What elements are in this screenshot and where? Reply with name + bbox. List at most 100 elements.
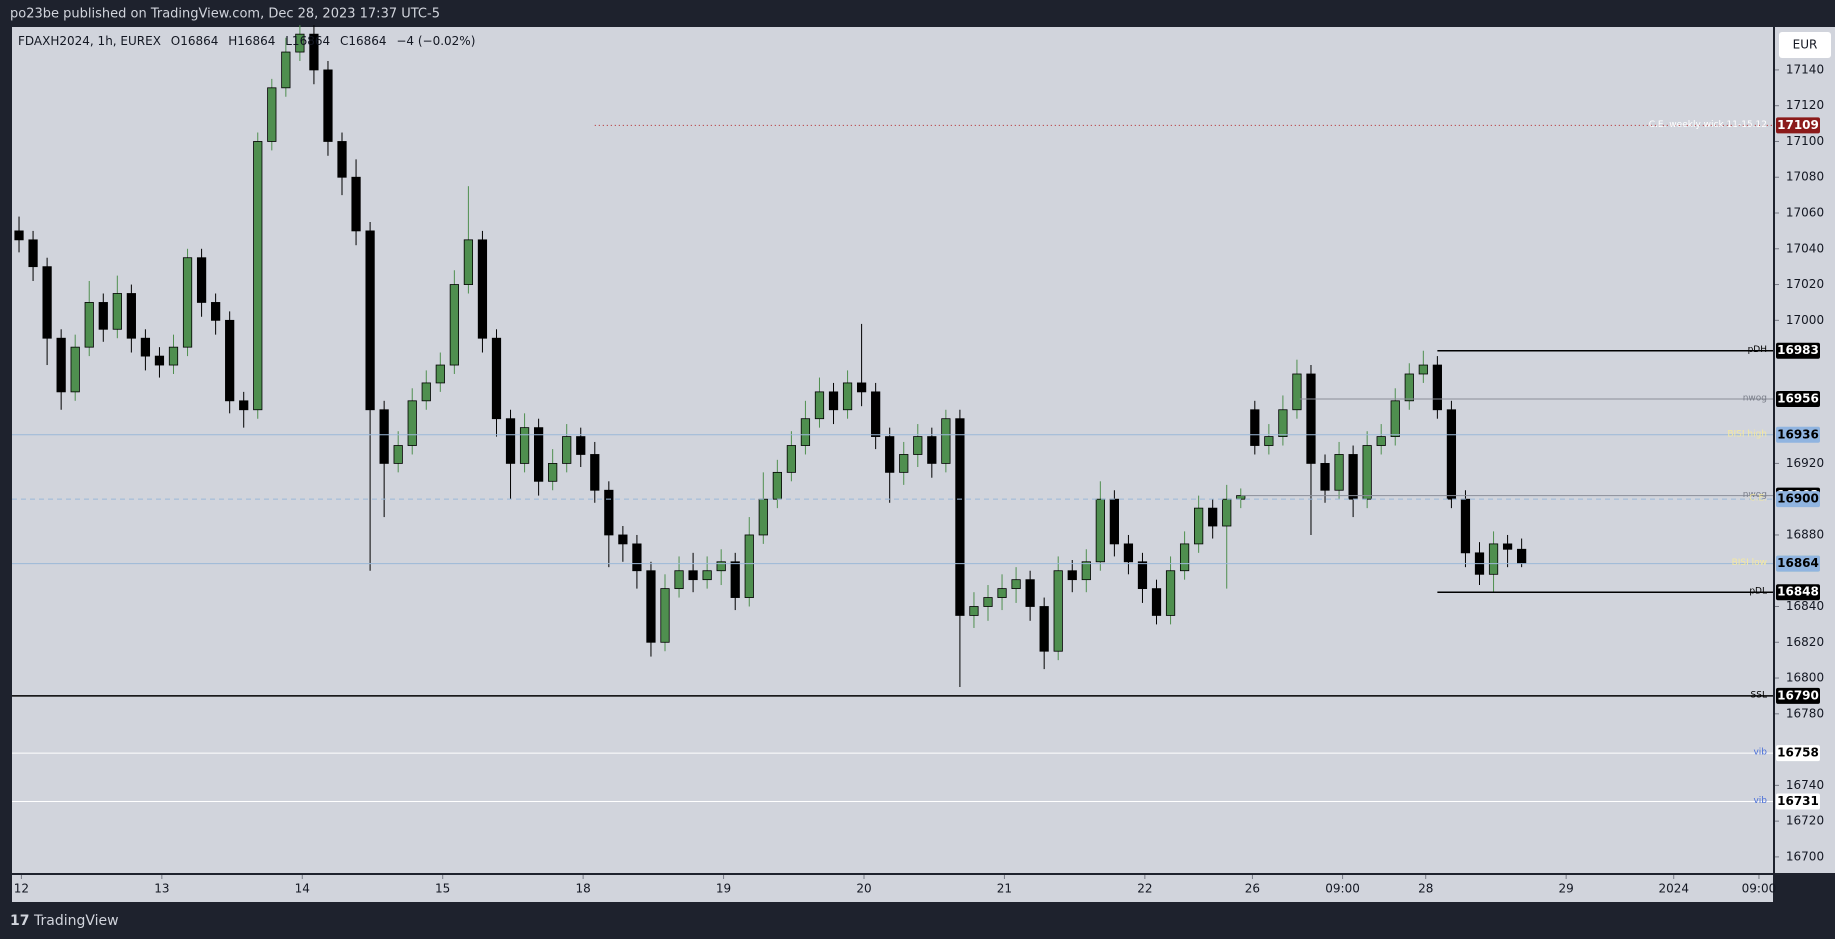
candle-body [1137,561,1148,590]
candle-body [168,346,179,366]
candle-body [1362,445,1372,500]
candle-body [1488,543,1499,575]
candle-body [1222,498,1232,527]
level-label: nwog [1743,394,1767,404]
candle-body [211,302,221,321]
candle-body [1123,543,1134,563]
x-tick-label: 20 [856,882,871,896]
candle-body [1025,579,1035,607]
candle-body [1390,400,1400,437]
price-axis [1775,27,1835,873]
candle-body [309,33,319,71]
candle-body [1306,373,1316,464]
x-tick-label: 15 [435,882,450,896]
price-box [1776,342,1820,359]
candle-body [1264,436,1274,446]
candle-body [842,382,853,411]
candle-body [196,257,207,303]
candle-body [42,266,52,339]
candle-body [1208,507,1218,527]
candle-body [182,257,193,348]
candle-body [941,418,951,464]
y-tick-label: 17140 [1786,62,1824,76]
candle-body [351,176,361,232]
x-tick-label: 12 [14,882,29,896]
candle-body [1446,409,1457,500]
price-box [1776,391,1820,408]
price-box [1776,687,1820,704]
candle-body [871,391,881,437]
y-tick-label: 16800 [1786,671,1824,685]
candle-body [112,293,122,330]
y-tick-label: 16740 [1786,778,1824,792]
candle-body [295,33,305,53]
candle-body [716,561,726,572]
candle-body [1460,498,1471,554]
candle-body [477,239,488,339]
candle-body [856,382,867,393]
candle-body [758,498,768,536]
currency[interactable]: EUR [1793,38,1818,52]
price-box [1776,745,1820,762]
candle-body [969,606,979,616]
level-label: C.E. [1749,494,1767,504]
currency-box[interactable] [1779,32,1831,58]
candle-body [154,355,165,366]
candle-body [84,302,94,348]
y-tick-label: 16820 [1786,635,1824,649]
price-box-label: 16983 [1777,343,1819,357]
candle-body [1502,543,1513,550]
candle-body [1432,364,1442,411]
candle-body [1376,436,1386,446]
candle-body [562,436,572,464]
candle-body [140,337,151,357]
y-tick-label: 17040 [1786,241,1824,255]
logo-mark: 𝟭𝟳 [10,913,29,929]
candle-body [674,570,684,590]
candle-body [814,391,825,420]
candle-body [1179,543,1190,572]
legend: FDAXH2024, 1h, EUREX O16864 H16864 L1686… [18,34,475,48]
y-tick-label: 16780 [1786,706,1824,720]
candle-body [463,239,474,285]
x-tick-label: 14 [295,882,310,896]
candle-body [379,409,389,464]
candle-body [955,418,965,616]
y-tick-label: 16840 [1786,599,1824,613]
candle-body [1404,373,1414,402]
price-box [1776,555,1820,572]
price-box [1776,584,1820,601]
price-box-label: 17109 [1777,118,1819,132]
candle-body [702,570,712,581]
candle-body [590,454,600,491]
candle-body [885,436,895,473]
level-label: C.E. weekly wick 11-15.12 [1649,120,1767,130]
candle-body [1320,463,1330,491]
candle-body [1292,373,1302,411]
publish-header: po23be published on TradingView.com, Dec… [10,7,440,22]
candle-body [56,337,66,393]
candle-body [1517,548,1527,564]
candle-body [899,454,909,473]
candle-body [1348,454,1358,500]
axes: 17140 17120 17100 17080 17060 17040 17020 17000… [14,62,1824,895]
x-tick-label: 21 [997,882,1012,896]
candle-body [421,382,431,402]
x-tick-label: 22 [1137,882,1152,896]
candle-body [267,87,277,142]
price-box-label: 16790 [1777,688,1819,702]
price-box-label: 16731 [1777,794,1819,808]
level-label: SSL [1751,690,1767,700]
legend-low: L16864 [285,34,330,48]
candle-body [744,534,754,598]
candle-body [1053,570,1063,652]
candle-body [927,436,937,464]
candles [14,25,1527,687]
candle-body [730,561,740,598]
candle-body [281,51,291,89]
candle-body [1039,606,1049,652]
candle-body [14,230,24,241]
price-box [1776,426,1820,443]
